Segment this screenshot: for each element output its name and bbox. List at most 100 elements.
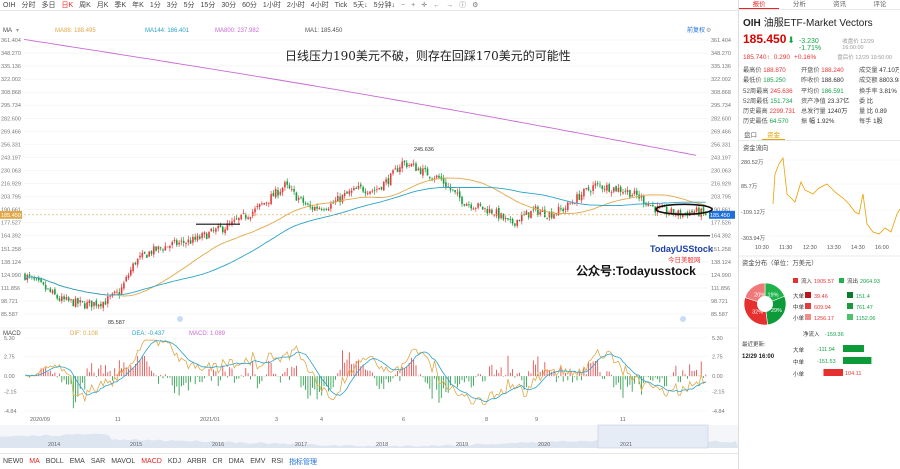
- quote-header: OIH 油服ETF-Market Vectors: [739, 10, 900, 32]
- plus-icon[interactable]: +: [411, 1, 416, 9]
- stat-value: 1股: [873, 118, 883, 126]
- scroll-handle-icon[interactable]: [680, 316, 686, 322]
- quote-tab-3[interactable]: 评论: [873, 1, 887, 8]
- period-11[interactable]: 30分: [221, 1, 237, 9]
- period-4[interactable]: 月K: [96, 1, 109, 9]
- indicator-bar: NEW0 MA BOLL EMA SAR MAVOL MACD KDJ ARBR CR DMA EMV…: [0, 453, 738, 469]
- stat-item: 成交额 8803.98万: [859, 75, 899, 84]
- indicator-manage-button[interactable]: 指标管理: [289, 458, 318, 466]
- y-tick-right: 282.600: [711, 116, 731, 122]
- stat-label: 昨收价: [801, 77, 820, 85]
- candle-body: [567, 202, 569, 210]
- quote-tab-2[interactable]: 资讯: [833, 1, 847, 8]
- minutes-select[interactable]: 5分钟↓: [373, 1, 396, 9]
- scroll-handle-icon[interactable]: [177, 316, 183, 322]
- stat-label: 历史最低: [743, 118, 768, 126]
- nav-year: 2018: [376, 442, 388, 448]
- indicator-rsi[interactable]: RSI: [271, 458, 284, 465]
- period-15[interactable]: 4小时: [310, 1, 329, 9]
- period-1[interactable]: 多日: [41, 1, 56, 9]
- detail-tab-0[interactable]: 盘口: [744, 132, 757, 140]
- stat-item: 振 幅 1.92%: [801, 116, 859, 125]
- dist-row-label: 中单: [793, 303, 805, 311]
- stat-label: 最低价: [743, 77, 762, 85]
- stat-label: 最高价: [743, 67, 762, 74]
- quote-tab-0[interactable]: 报价: [739, 0, 780, 9]
- candle-body: [675, 214, 677, 216]
- y-tick-right: 322.002: [711, 77, 731, 83]
- days-select[interactable]: 5天↓: [353, 1, 368, 9]
- indicator-ma[interactable]: MA: [29, 458, 40, 465]
- indicator-macd[interactable]: MACD: [141, 458, 162, 465]
- macd-y-right: 5.30: [712, 336, 723, 342]
- candle-body: [555, 213, 558, 215]
- period-5[interactable]: 季K: [114, 1, 127, 9]
- flow-x-tick: 10:30: [755, 245, 769, 251]
- candle-body: [371, 190, 374, 192]
- period-6[interactable]: 年K: [132, 1, 144, 9]
- indicator-boll[interactable]: BOLL: [45, 458, 64, 465]
- quote-tab-1[interactable]: 分析: [792, 1, 806, 8]
- indicator-cr[interactable]: CR: [212, 458, 223, 465]
- candle-body: [150, 251, 153, 255]
- indicator-emv[interactable]: EMV: [250, 458, 266, 465]
- detail-tab-1[interactable]: 资金: [762, 131, 785, 141]
- x-tick: 11: [115, 417, 121, 423]
- y-tick-left: 190.661: [1, 208, 21, 214]
- indicator-kdj[interactable]: KDJ: [167, 458, 182, 465]
- candle-body: [383, 181, 385, 191]
- period-12[interactable]: 60分: [242, 1, 257, 9]
- ma-label[interactable]: MA: [3, 28, 12, 34]
- candle-body: [212, 230, 215, 231]
- macd-title[interactable]: MACD: [3, 331, 21, 337]
- panel-divider[interactable]: [738, 0, 739, 469]
- left-arrow-icon[interactable]: ←: [433, 1, 441, 9]
- candle-body: [583, 188, 585, 197]
- adjust-button[interactable]: 前复权: [687, 26, 705, 34]
- period-3[interactable]: 周K: [79, 1, 91, 9]
- settings-icon[interactable]: ⚙: [706, 27, 711, 34]
- indicator-new0[interactable]: NEW0: [3, 458, 24, 465]
- indicator-arbr[interactable]: ARBR: [187, 458, 207, 465]
- candle-body: [507, 218, 509, 220]
- period-2[interactable]: 日K: [61, 1, 74, 9]
- period-14[interactable]: 2小时: [286, 1, 305, 9]
- candle-body: [415, 163, 417, 172]
- crosshair-icon[interactable]: ✛: [421, 1, 428, 9]
- indicator-mavol[interactable]: MAVOL: [111, 458, 136, 465]
- stat-label: 资产净值: [801, 97, 826, 105]
- settings-icon[interactable]: ⚙: [472, 1, 479, 9]
- candle-body: [684, 212, 686, 214]
- period-7[interactable]: 1分: [149, 1, 161, 9]
- candle-body: [610, 192, 613, 193]
- navigator-window[interactable]: [597, 424, 709, 449]
- period-13[interactable]: 1小时: [262, 1, 281, 9]
- candle-body: [442, 177, 445, 184]
- period-8[interactable]: 3分: [166, 1, 178, 9]
- y-tick-left: 98.721: [1, 299, 18, 305]
- stat-label: 振: [801, 118, 808, 126]
- period-16[interactable]: Tick: [334, 1, 348, 9]
- period-10[interactable]: 15分: [200, 1, 216, 9]
- indicator-dma[interactable]: DMA: [228, 458, 245, 465]
- right-arrow-icon[interactable]: →: [446, 1, 454, 9]
- candle-body: [534, 206, 537, 209]
- period-9[interactable]: 5分: [183, 1, 195, 9]
- collapse-icon[interactable]: ▾: [16, 28, 19, 34]
- candle-body: [40, 279, 42, 282]
- indicator-sar[interactable]: SAR: [90, 458, 106, 465]
- indicator-ema[interactable]: EMA: [69, 458, 85, 465]
- candle-body: [654, 206, 656, 213]
- flow-x-tick: 14:30: [851, 245, 865, 251]
- candle-body: [178, 242, 180, 245]
- candle-body: [38, 278, 40, 281]
- minus-icon[interactable]: −: [401, 1, 406, 9]
- candle-body: [608, 184, 610, 192]
- candle-body: [412, 163, 415, 165]
- kline-chart-area[interactable]: 361.404 361.404 348.270 348.270 335.136 335.1…: [0, 12, 738, 452]
- candle-body: [403, 160, 406, 163]
- candle-body: [63, 296, 65, 300]
- fund-flow-title: 资金流向: [743, 145, 769, 153]
- info-icon[interactable]: ⓘ: [459, 1, 467, 9]
- period-0[interactable]: 分时: [21, 1, 36, 9]
